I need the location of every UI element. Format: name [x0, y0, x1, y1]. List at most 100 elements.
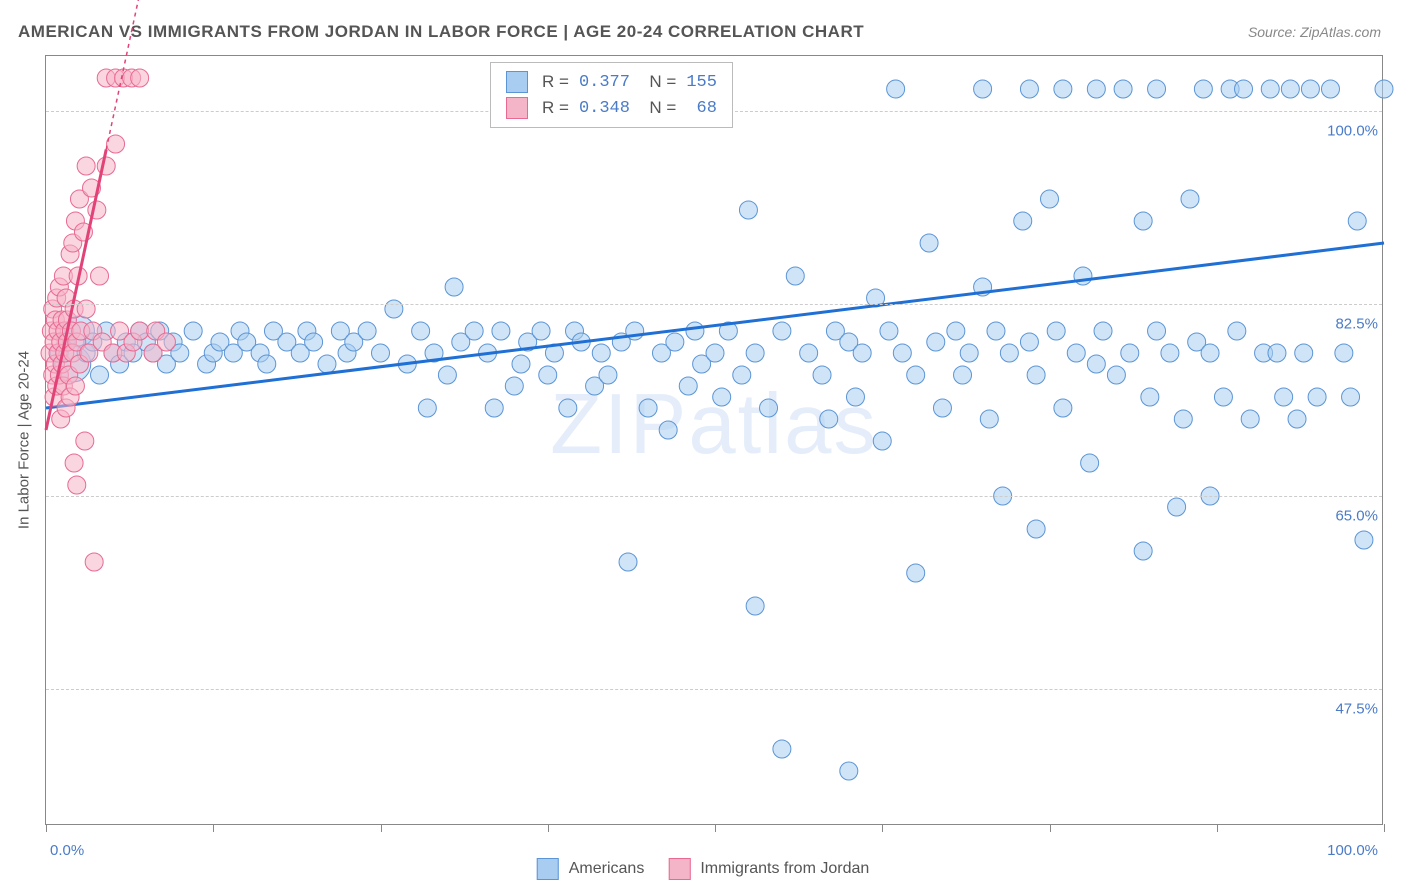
data-point	[820, 410, 838, 428]
data-point	[786, 267, 804, 285]
data-point	[85, 553, 103, 571]
data-point	[987, 322, 1005, 340]
data-point	[412, 322, 430, 340]
scatter-svg	[46, 56, 1382, 824]
gridline	[46, 496, 1382, 497]
data-point	[1181, 190, 1199, 208]
legend-n-label: N =	[635, 69, 681, 95]
data-point	[559, 399, 577, 417]
data-point	[1168, 498, 1186, 516]
data-point	[1235, 80, 1253, 98]
data-point	[1228, 322, 1246, 340]
data-point	[1020, 333, 1038, 351]
x-tick	[548, 824, 549, 832]
source-label: Source: ZipAtlas.com	[1248, 24, 1381, 40]
y-tick-label: 100.0%	[1327, 123, 1384, 140]
data-point	[773, 740, 791, 758]
data-point	[713, 388, 731, 406]
data-point	[1174, 410, 1192, 428]
data-point	[76, 432, 94, 450]
data-point	[880, 322, 898, 340]
x-tick	[1384, 824, 1385, 832]
legend-row: R = 0.348 N = 68	[501, 95, 722, 121]
x-tick	[1217, 824, 1218, 832]
data-point	[1094, 322, 1112, 340]
data-point	[1308, 388, 1326, 406]
x-tick	[882, 824, 883, 832]
data-point	[813, 366, 831, 384]
legend-label: Americans	[569, 860, 645, 878]
legend-r-value: 0.377	[574, 69, 635, 95]
data-point	[418, 399, 436, 417]
data-point	[512, 355, 530, 373]
data-point	[1241, 410, 1259, 428]
legend-row: R = 0.377 N = 155	[501, 69, 722, 95]
data-point	[1268, 344, 1286, 362]
data-point	[539, 366, 557, 384]
data-point	[485, 399, 503, 417]
data-point	[927, 333, 945, 351]
legend-r-value: 0.348	[574, 95, 635, 121]
data-point	[1295, 344, 1313, 362]
data-point	[599, 366, 617, 384]
data-point	[184, 322, 202, 340]
x-tick	[213, 824, 214, 832]
data-point	[1201, 344, 1219, 362]
data-point	[853, 344, 871, 362]
legend-swatch	[506, 97, 528, 119]
data-point	[659, 421, 677, 439]
data-point	[1148, 322, 1166, 340]
data-point	[1288, 410, 1306, 428]
data-point	[1087, 355, 1105, 373]
legend-n-value: 155	[681, 69, 722, 95]
data-point	[505, 377, 523, 395]
data-point	[258, 355, 276, 373]
data-point	[1020, 80, 1038, 98]
data-point	[639, 399, 657, 417]
data-point	[1342, 388, 1360, 406]
gridline	[46, 689, 1382, 690]
data-point	[1027, 520, 1045, 538]
data-point	[65, 454, 83, 472]
correlation-table: R = 0.377 N = 155 R = 0.348 N = 68	[501, 69, 722, 121]
data-point	[846, 388, 864, 406]
data-point	[1027, 366, 1045, 384]
data-point	[873, 432, 891, 450]
legend-label: Immigrants from Jordan	[700, 860, 869, 878]
data-point	[907, 564, 925, 582]
series-legend: Americans Immigrants from Jordan	[537, 858, 870, 880]
gridline	[46, 304, 1382, 305]
data-point	[773, 322, 791, 340]
data-point	[746, 344, 764, 362]
x-tick	[715, 824, 716, 832]
data-point	[1281, 80, 1299, 98]
legend-r-label: R =	[537, 69, 574, 95]
data-point	[1214, 388, 1232, 406]
x-tick	[1050, 824, 1051, 832]
data-point	[1121, 344, 1139, 362]
data-point	[91, 366, 109, 384]
legend-swatch	[537, 858, 559, 880]
correlation-legend: R = 0.377 N = 155 R = 0.348 N = 68	[490, 62, 733, 128]
data-point	[66, 377, 84, 395]
data-point	[686, 322, 704, 340]
data-point	[372, 344, 390, 362]
data-point	[887, 80, 905, 98]
data-point	[1041, 190, 1059, 208]
data-point	[933, 399, 951, 417]
data-point	[465, 322, 483, 340]
data-point	[1141, 388, 1159, 406]
data-point	[893, 344, 911, 362]
data-point	[619, 553, 637, 571]
y-tick-label: 82.5%	[1335, 315, 1384, 332]
data-point	[318, 355, 336, 373]
data-point	[733, 366, 751, 384]
data-point	[960, 344, 978, 362]
data-point	[1355, 531, 1373, 549]
x-tick	[381, 824, 382, 832]
data-point	[1148, 80, 1166, 98]
data-point	[907, 366, 925, 384]
data-point	[77, 157, 95, 175]
y-axis-title: In Labor Force | Age 20-24	[16, 351, 33, 529]
data-point	[954, 366, 972, 384]
